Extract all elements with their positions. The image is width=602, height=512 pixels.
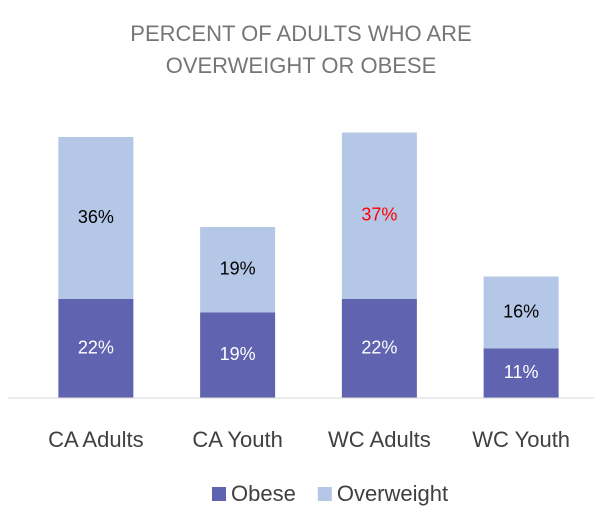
chart-title: OVERWEIGHT OR OBESE (166, 53, 437, 78)
bar-segment (341, 132, 417, 299)
value-label: 36% (78, 207, 114, 227)
value-label: 19% (220, 344, 256, 364)
bar-segment (58, 137, 134, 299)
value-label: 22% (361, 337, 397, 357)
x-tick-label: WC Adults (328, 427, 431, 452)
legend-swatch (317, 487, 332, 501)
value-label: 11% (504, 362, 539, 382)
legend-label: Overweight (337, 481, 448, 506)
bar-segment (483, 276, 559, 349)
legend-swatch (212, 487, 226, 501)
bar-segment (58, 299, 134, 398)
x-tick-label: CA Adults (48, 427, 143, 452)
bar-segment (483, 348, 559, 398)
bar-segment (200, 312, 276, 398)
value-label: 22% (78, 337, 114, 357)
legend-label: Obese (231, 481, 296, 506)
bar-segment (341, 299, 417, 398)
x-tick-label: WC Youth (472, 427, 570, 452)
chart-title: PERCENT OF ADULTS WHO ARE (130, 21, 471, 46)
x-tick-label: CA Youth (192, 427, 283, 452)
value-label: 19% (220, 259, 256, 279)
value-label: 37% (361, 205, 397, 225)
value-label: 16% (503, 301, 539, 321)
bar-segment (200, 227, 276, 313)
